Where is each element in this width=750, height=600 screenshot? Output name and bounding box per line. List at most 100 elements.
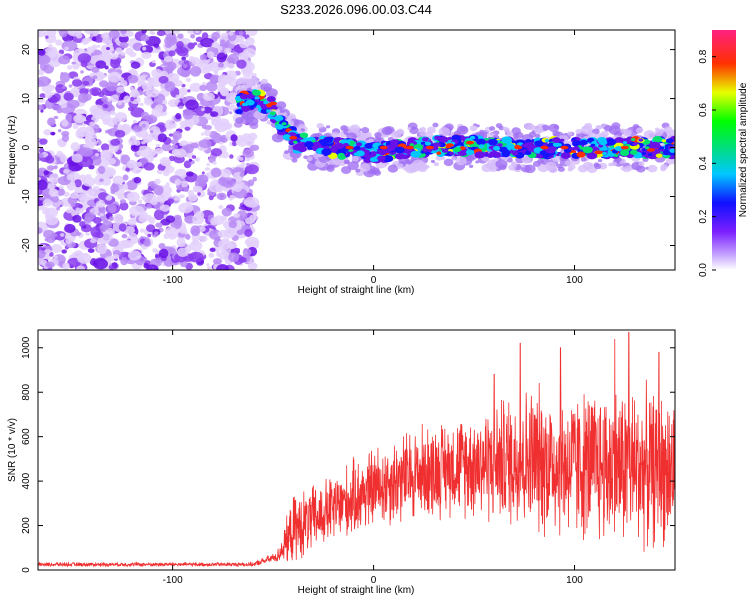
heatmap-cell (55, 39, 63, 46)
heatmap-cell (46, 236, 56, 244)
heatmap-cell (92, 258, 109, 270)
heatmap-cell (91, 89, 100, 97)
heatmap-cell (76, 253, 92, 264)
heatmap-cell (630, 138, 636, 142)
heatmap-cell (212, 161, 217, 165)
heatmap-cell (99, 178, 104, 183)
heatmap-cell (576, 133, 581, 137)
heatmap-cell (635, 127, 644, 134)
heatmap-cell (560, 138, 565, 142)
heatmap-cell (217, 45, 223, 51)
heatmap-cell (412, 159, 425, 169)
heatmap-cell (165, 66, 174, 73)
heatmap-cell (96, 243, 108, 255)
heatmap-cell (636, 165, 646, 173)
heatmap-cell (474, 151, 486, 159)
snr-x-tick-label: 100 (566, 575, 583, 586)
heatmap-cell (164, 119, 175, 130)
heatmap-cell (343, 159, 350, 165)
heatmap-cell (183, 160, 192, 169)
heatmap-cell (151, 68, 163, 78)
heatmap-cell (126, 159, 138, 169)
heatmap-cell (139, 228, 145, 233)
heatmap-cell (176, 46, 189, 57)
heatmap-cell (436, 151, 442, 155)
heatmap-cell (38, 249, 46, 259)
heatmap-cell (176, 41, 184, 49)
heatmap-cell (252, 176, 257, 182)
heatmap-cell (153, 185, 164, 196)
heatmap-cell (236, 225, 241, 230)
heatmap-cell (38, 179, 48, 191)
heatmap-cell (419, 127, 427, 132)
heatmap-cell (453, 146, 461, 153)
colorbar-label: Normalized spectral amplitude (738, 82, 749, 217)
heatmap-cell (118, 223, 127, 232)
heatmap-cell (221, 207, 232, 217)
heatmap-hotspot (514, 145, 523, 150)
heatmap-cell (114, 112, 128, 123)
heatmap-cell (209, 74, 219, 85)
heatmap-cell (201, 107, 205, 112)
heatmap-cell (119, 201, 129, 211)
heatmap-cell (210, 217, 219, 226)
snr-x-tick-label: -100 (163, 575, 183, 586)
heatmap-cell (77, 53, 92, 64)
heatmap-cell (119, 80, 128, 88)
heatmap-cell (222, 186, 231, 192)
heatmap-cell (172, 216, 183, 227)
spectrogram-x-ticks: -100 0 100 (163, 30, 583, 286)
heatmap-cell (245, 99, 255, 106)
heatmap-cell (168, 150, 172, 154)
heatmap-cell (273, 106, 278, 110)
heatmap-cell (511, 151, 519, 156)
heatmap-cell (105, 157, 117, 165)
heatmap-cell (165, 182, 170, 187)
heatmap-cell (469, 135, 476, 140)
heatmap-cell (601, 151, 607, 156)
heatmap-cell (50, 131, 56, 136)
heatmap-cell (501, 151, 511, 158)
heatmap-cell (53, 255, 58, 259)
heatmap-cell (524, 164, 536, 174)
heatmap-cell (525, 139, 532, 143)
heatmap-cell (188, 56, 195, 62)
heatmap-cell (231, 140, 237, 147)
heatmap-cell (43, 30, 52, 38)
heatmap-cell (77, 204, 83, 209)
colorbar-tick-label: 0.0 (698, 263, 709, 277)
heatmap-cell (43, 129, 52, 136)
heatmap-cell (235, 117, 244, 124)
heatmap-cell (89, 121, 96, 127)
heatmap-cell (165, 215, 175, 223)
heatmap-cell (161, 143, 172, 152)
heatmap-cell (45, 261, 55, 269)
spectrogram-y-tick-label: 0 (21, 144, 32, 150)
colorbar-gradient (712, 30, 736, 270)
heatmap-cell (394, 146, 405, 154)
heatmap-cell (59, 233, 65, 237)
heatmap-cell (321, 148, 332, 156)
heatmap-cell (204, 167, 210, 171)
heatmap-cell (249, 214, 257, 221)
heatmap-cell (300, 128, 305, 132)
heatmap-cell (571, 137, 576, 141)
heatmap-cell (252, 89, 262, 96)
heatmap-cell (154, 267, 158, 270)
heatmap-cell (141, 30, 147, 34)
heatmap-cell (495, 159, 508, 169)
heatmap-cell (130, 61, 141, 69)
heatmap-cell (502, 126, 508, 131)
heatmap-cell (243, 196, 260, 208)
heatmap-cell (216, 192, 227, 201)
heatmap-cell (38, 30, 46, 38)
heatmap-cell (84, 212, 95, 221)
heatmap-cell (90, 238, 97, 244)
heatmap-cell (260, 105, 268, 110)
heatmap-cell (95, 153, 100, 157)
heatmap-cell (141, 111, 150, 120)
heatmap-cell (303, 155, 309, 160)
heatmap-cell (192, 239, 198, 245)
snr-series-line (38, 331, 675, 568)
heatmap-cell (325, 125, 331, 129)
